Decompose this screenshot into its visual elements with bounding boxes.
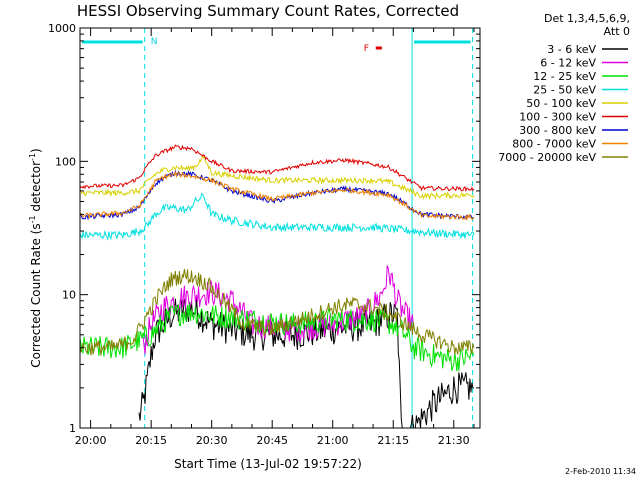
x-tick-label-6: 21:30 <box>438 434 470 447</box>
x-tick-label-3: 20:45 <box>256 434 288 447</box>
chart-title: HESSI Observing Summary Count Rates, Cor… <box>77 2 459 20</box>
y-axis-label: Corrected Count Rate (s-1 detector-1) <box>28 148 43 367</box>
series-line-0 <box>138 297 474 428</box>
x-tick-label-5: 21:15 <box>377 434 409 447</box>
legend-label-0: 3 - 6 keV <box>547 43 596 56</box>
series-line-1 <box>142 265 414 355</box>
x-tick-label-2: 20:30 <box>196 434 228 447</box>
legend-label-1: 6 - 12 keV <box>540 57 596 70</box>
footer-timestamp: 2-Feb-2010 11:34 <box>565 467 636 476</box>
series-line-8 <box>80 268 475 356</box>
y-tick-label-2: 100 <box>55 155 76 168</box>
y-tick-label-3: 1000 <box>48 22 76 35</box>
series-line-4 <box>80 154 475 201</box>
legend-label-8: 7000 - 20000 keV <box>498 151 596 164</box>
legend-label-5: 100 - 300 keV <box>519 111 596 124</box>
x-tick-label-0: 20:00 <box>75 434 107 447</box>
legend-label-2: 12 - 25 keV <box>533 70 596 83</box>
series-group <box>80 144 475 428</box>
legend-header-line2: Att 0 <box>604 25 630 38</box>
annotation-f: F <box>364 44 369 54</box>
series-line-7 <box>80 170 475 222</box>
plot-frame <box>79 27 481 429</box>
series-line-5 <box>80 144 475 193</box>
x-tick-label-4: 21:00 <box>317 434 349 447</box>
legend-label-7: 800 - 7000 keV <box>512 138 596 151</box>
legend-label-3: 25 - 50 keV <box>533 84 596 97</box>
x-tick-label-1: 20:15 <box>135 434 167 447</box>
legend-label-6: 300 - 800 keV <box>519 124 596 137</box>
x-axis-label: Start Time (13-Jul-02 19:57:22) <box>174 457 362 471</box>
plot-area: N F 1 10 100 1000 20:00 20:15 20:30 20:45 21:00 21:… <box>48 22 481 447</box>
legend-header-line1: Det 1,3,4,5,6,9, <box>544 12 630 25</box>
y-tick-label-1: 10 <box>62 289 76 302</box>
series-line-2 <box>80 303 475 372</box>
y-tick-label-0: 1 <box>69 422 76 435</box>
series-line-3 <box>80 192 475 241</box>
legend-label-4: 50 - 100 keV <box>526 97 596 110</box>
y-axis: 1 10 100 1000 <box>48 22 480 435</box>
x-axis: 20:00 20:15 20:30 20:45 21:00 21:15 21:30 <box>75 28 475 447</box>
annotation-n: N <box>151 37 158 47</box>
